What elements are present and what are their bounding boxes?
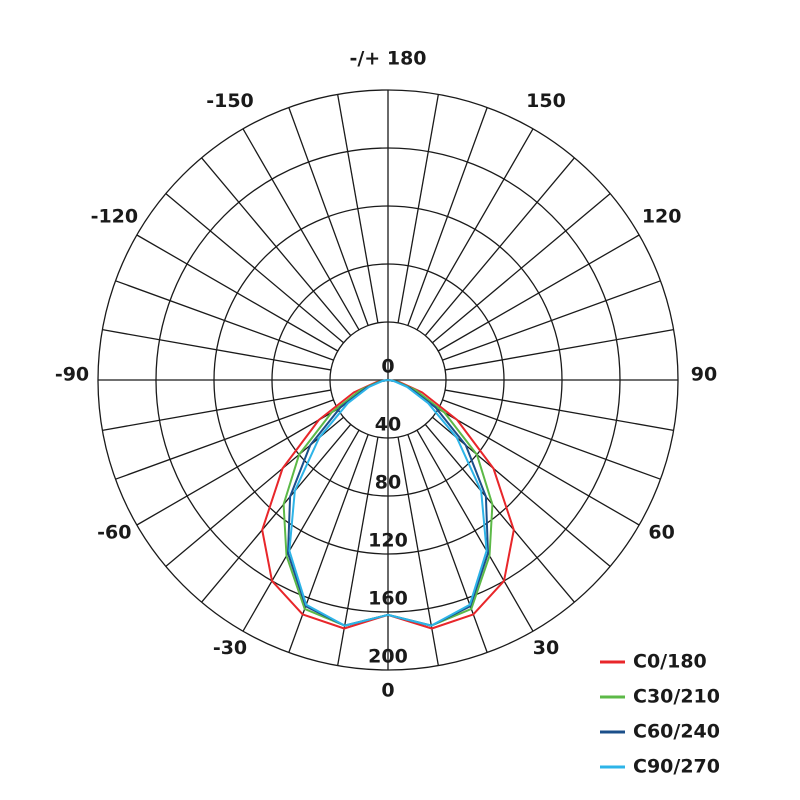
angle-tick-label: 60 [648, 522, 674, 544]
r-tick-label: 200 [368, 646, 408, 668]
legend-label: C60/240 [633, 721, 720, 743]
angle-tick-label: 30 [533, 637, 559, 659]
series-line [288, 379, 488, 627]
legend-label: C90/270 [633, 756, 720, 778]
angle-tick-label: -120 [91, 206, 139, 228]
angle-tick-label: 150 [526, 90, 566, 112]
grid-circle [329, 321, 447, 439]
r-tick-label: 160 [368, 588, 408, 610]
grid-circle [97, 89, 679, 671]
legend-label: C30/210 [633, 686, 720, 708]
grid-circle [155, 147, 621, 613]
angle-tick-label: -90 [55, 364, 89, 386]
grid-circle [213, 205, 563, 555]
r-tick-label: 40 [375, 414, 401, 436]
r-tick-label: 80 [375, 472, 401, 494]
angle-tick-label: -60 [97, 522, 131, 544]
r-tick-label: 0 [381, 356, 394, 378]
legend-label: C0/180 [633, 651, 707, 673]
r-tick-label: 120 [368, 530, 408, 552]
angle-tick-label: 0 [381, 680, 394, 702]
grid-circle [271, 263, 505, 497]
angle-tick-label: -/+ 180 [349, 48, 426, 70]
angle-tick-label: -150 [206, 90, 254, 112]
angle-tick-label: 120 [642, 206, 682, 228]
angle-tick-label: 90 [691, 364, 717, 386]
angle-tick-label: -30 [213, 637, 247, 659]
